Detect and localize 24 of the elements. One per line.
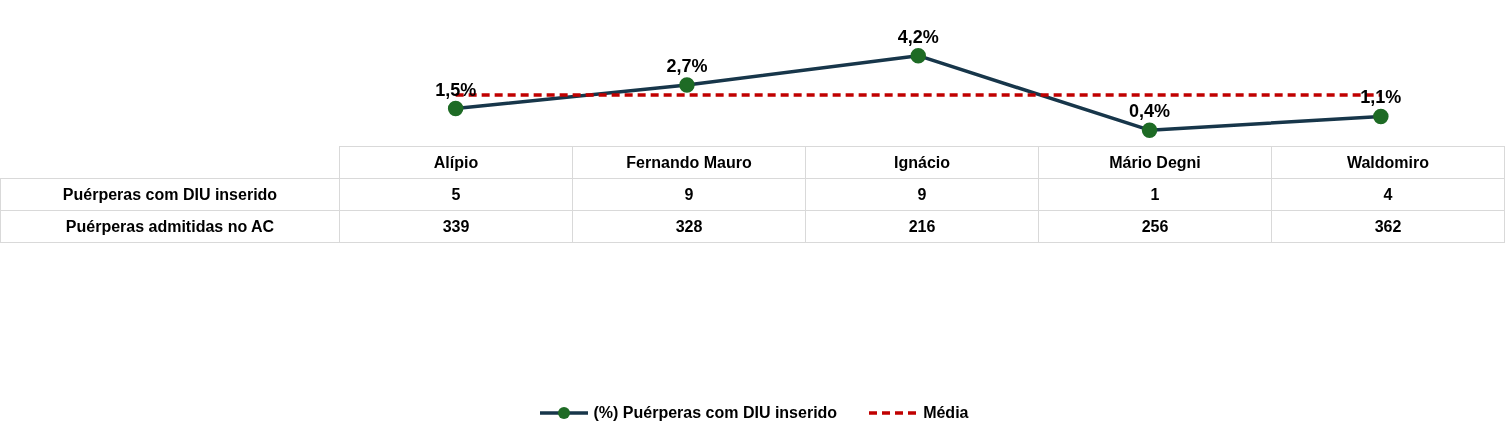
category-label: Mário Degni [1038,146,1272,179]
data-label: 4,2% [897,26,939,47]
data-label: 362 [1271,210,1505,243]
data-label: 9 [805,178,1039,211]
data-label: 2,7% [666,56,708,77]
data-label: 339 [339,210,573,243]
category-label: Ignácio [805,146,1039,179]
legend-label: (%) Puérperas com DIU inserido [593,404,838,422]
data-label: 256 [1038,210,1272,243]
legend-label: Média [923,404,969,422]
data-label: 216 [805,210,1039,243]
data-label: 328 [572,210,806,243]
data-label: 1 [1038,178,1272,211]
data-label: 0,4% [1129,101,1171,122]
data-label: 4 [1271,178,1505,211]
data-label: 5 [339,178,573,211]
category-label: Alípio [339,146,573,179]
category-label: Fernando Mauro [572,146,806,179]
category-label: Waldomiro [1271,146,1505,179]
text: Puérperas com DIU inserido [0,178,340,211]
data-label: 1,5% [435,79,477,100]
text: Puérperas admitidas no AC [0,210,340,243]
data-label: 1,1% [1360,87,1402,108]
data-label: 9 [572,178,806,211]
